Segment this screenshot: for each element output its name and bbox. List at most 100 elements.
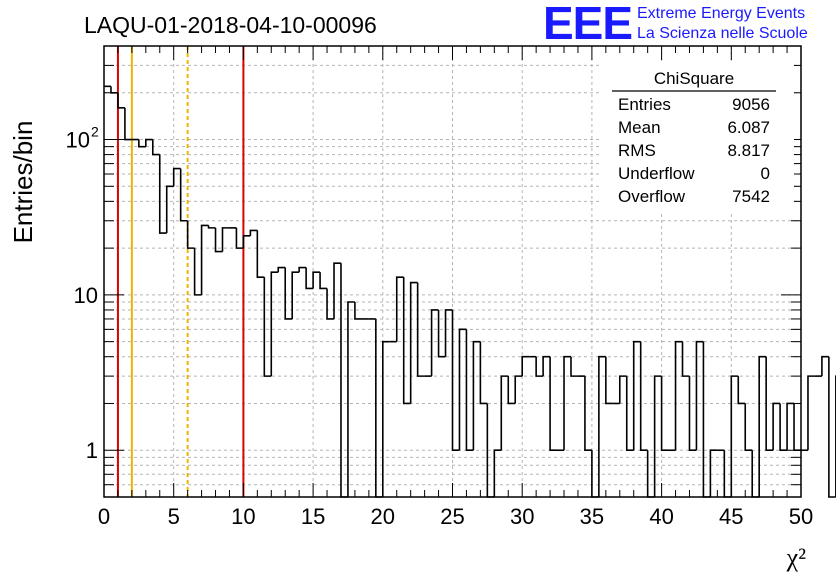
x-tick-label: 15 [301, 504, 325, 529]
x-tick-label: 50 [789, 504, 813, 529]
histogram-bin [430, 309, 439, 377]
histogram-bin [235, 227, 244, 249]
histogram-bin [145, 138, 153, 147]
stats-row-label: Underflow [618, 164, 695, 183]
histogram-bin [179, 168, 188, 222]
histogram-bin [521, 355, 530, 377]
histogram-bin [200, 224, 209, 295]
histogram-bin [570, 356, 578, 377]
histogram-bin [319, 272, 328, 290]
histogram-bin [395, 276, 404, 342]
stats-row-value: 9056 [732, 95, 770, 114]
histogram-bin [674, 340, 683, 451]
stats-rows: Entries 9056 Mean 6.087 RMS 8.817 Underflow 0 Ov… [618, 95, 770, 206]
histogram-bin [382, 340, 390, 497]
y-tick-label: 10 [74, 283, 98, 308]
histogram-bin [207, 225, 216, 229]
histogram-bin [186, 220, 195, 249]
stats-row-value: 7542 [732, 187, 770, 206]
histogram-bin [458, 328, 467, 451]
stats-row-value: 8.817 [727, 141, 770, 160]
histogram-bin [695, 340, 704, 451]
histogram-bin [709, 449, 718, 497]
histogram-bin [291, 271, 300, 319]
reference-lines [116, 46, 245, 497]
stats-box: ChiSquare Entries 9056 Mean 6.087 RMS 8.817 Un… [600, 62, 794, 212]
histogram-bin [437, 309, 446, 358]
histogram-bin [284, 267, 293, 320]
histogram-bin [110, 86, 118, 94]
logo-subtitle: La Scienza nelle Scuole [637, 25, 808, 42]
histogram-bin [632, 340, 641, 451]
histogram-bin [493, 449, 502, 497]
histogram-bin [214, 227, 223, 253]
y-tick-label: 10 [66, 128, 90, 153]
histogram-bin [193, 248, 202, 296]
histogram-bin [744, 403, 753, 452]
histogram-bin [221, 227, 230, 252]
histogram-bin [375, 318, 383, 498]
histogram-bin [270, 271, 279, 377]
histogram-bin [312, 271, 321, 289]
stats-row-label: Overflow [618, 187, 686, 206]
histogram-bin [563, 355, 571, 451]
histogram-bin [765, 356, 774, 452]
histogram-bin [151, 139, 160, 156]
histogram-bin [277, 266, 286, 273]
histogram-bin [305, 267, 314, 290]
histogram-bin [758, 355, 767, 497]
stats-row-value: 0 [761, 164, 770, 183]
histogram-bin [584, 376, 592, 452]
histogram-bin [500, 375, 509, 451]
stats-box-background [600, 62, 794, 212]
histogram-bin [138, 139, 146, 148]
histogram-bin [165, 185, 174, 234]
histogram-bin [660, 376, 669, 452]
stats-row-label: Mean [618, 118, 661, 137]
histogram-bin [653, 375, 662, 497]
histogram-bin [333, 262, 341, 319]
histogram-bin [821, 355, 829, 377]
x-tick-label: 10 [231, 504, 255, 529]
y-axis-label: Entries/bin [8, 121, 38, 244]
histogram-bin [354, 301, 362, 320]
histogram-bin [514, 375, 523, 404]
stats-row-label: RMS [618, 141, 656, 160]
histogram-bin [409, 281, 418, 404]
histogram-bin [479, 341, 488, 405]
stats-row-value: 6.087 [727, 118, 770, 137]
x-axis-label: χ² [786, 543, 807, 572]
x-tick-label: 25 [440, 504, 464, 529]
x-tick-label: 45 [719, 504, 743, 529]
histogram-bin [242, 235, 251, 249]
x-tick-label: 5 [168, 504, 180, 529]
histogram-bin [340, 263, 348, 498]
eee-logo: EEE Extreme Energy Events La Scienza nel… [543, 0, 836, 47]
histogram-bin [737, 376, 746, 405]
histogram-bin [507, 376, 516, 405]
histogram-bin [779, 403, 788, 452]
histogram-bin [681, 341, 690, 377]
histogram-bin [451, 309, 460, 452]
histogram-bin [256, 230, 265, 278]
histogram-bin [117, 92, 125, 109]
histogram-bin [263, 277, 272, 377]
histogram-bin [828, 356, 836, 498]
histogram-bin [472, 340, 481, 451]
stats-title: ChiSquare [654, 69, 734, 88]
histogram-bin [416, 282, 425, 377]
x-tick-label: 20 [371, 504, 395, 529]
histogram-bin [402, 277, 411, 405]
histogram-bin [347, 301, 355, 497]
logo-project-name: Extreme Energy Events [637, 5, 806, 22]
chart-title: LAQU-01-2018-04-10-00096 [84, 12, 377, 38]
axis-ticks [103, 45, 802, 498]
y-tick-label: 1 [86, 438, 98, 463]
x-tick-label: 30 [510, 504, 534, 529]
x-tick-label: 35 [580, 504, 604, 529]
histogram-bin [326, 288, 335, 320]
histogram-bin [807, 375, 815, 451]
histogram-bin [605, 356, 613, 405]
